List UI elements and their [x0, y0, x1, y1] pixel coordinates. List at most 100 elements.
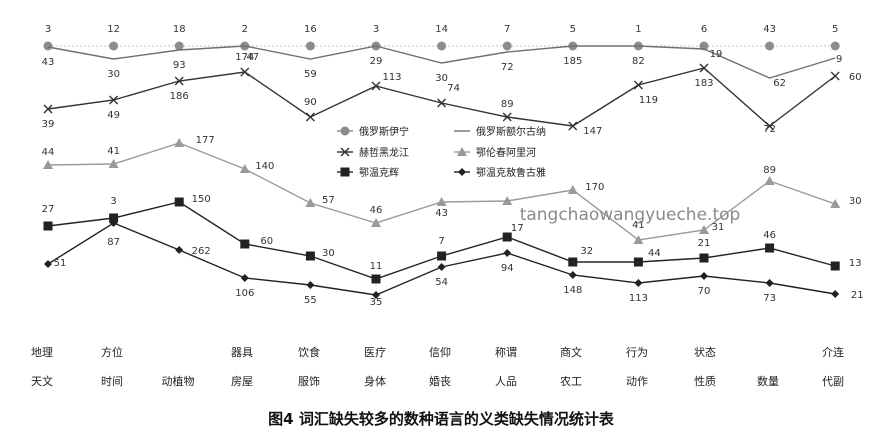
series-6	[44, 219, 840, 299]
data-label: 54	[435, 277, 448, 288]
data-label: 41	[632, 220, 645, 231]
data-label: 31	[712, 222, 725, 233]
data-point	[437, 98, 447, 108]
legend-marker	[340, 147, 350, 157]
category-label: 人品	[495, 375, 517, 388]
data-point	[306, 281, 315, 289]
category-label: 代副	[822, 375, 844, 388]
data-label: 94	[501, 263, 514, 274]
data-label: 148	[563, 285, 582, 296]
data-label: 262	[192, 246, 211, 257]
data-point	[174, 138, 185, 147]
data-label: 82	[632, 56, 645, 67]
series-3	[43, 63, 840, 131]
category-label: 时间	[101, 375, 123, 388]
data-label: 6	[701, 24, 707, 35]
data-label: 21	[851, 290, 864, 301]
data-label: 13	[849, 258, 862, 269]
data-label: 35	[370, 297, 383, 308]
legend-entry: 俄罗斯伊宁	[337, 125, 409, 138]
data-label: 119	[639, 95, 658, 106]
data-label: 55	[304, 295, 317, 306]
legend-label: 鄂温克辉	[359, 167, 399, 179]
data-point	[830, 199, 841, 208]
data-label: 9	[836, 54, 842, 65]
data-point	[43, 41, 53, 51]
data-label: 43	[42, 57, 55, 68]
data-label: 90	[304, 97, 317, 108]
series-layer	[43, 41, 841, 299]
data-point	[109, 41, 119, 51]
data-label: 44	[42, 147, 55, 158]
category-label: 动植物	[162, 374, 195, 388]
data-label: 170	[585, 182, 604, 193]
data-point	[174, 197, 184, 207]
data-label: 19	[710, 49, 723, 60]
data-label: 11	[370, 261, 383, 272]
legend-marker	[458, 168, 466, 176]
data-point	[108, 159, 119, 168]
data-point	[305, 198, 316, 207]
data-point	[765, 279, 774, 287]
data-label: 113	[629, 293, 648, 304]
data-point	[436, 197, 447, 206]
data-label: 30	[849, 196, 862, 207]
data-point	[44, 260, 52, 268]
legend-entry: 鄂伦春阿里河	[454, 146, 536, 159]
legend-entry: 鄂温克辉	[337, 167, 399, 179]
data-label: 73	[763, 293, 776, 304]
data-label: 89	[501, 99, 514, 110]
data-point	[634, 279, 643, 287]
data-label: 57	[322, 195, 335, 206]
data-label: 70	[698, 286, 711, 297]
data-label: 59	[304, 69, 317, 80]
series-5	[43, 197, 840, 284]
data-label: 87	[107, 237, 120, 248]
data-label: 17	[511, 223, 524, 234]
data-label: 41	[107, 146, 120, 157]
legend-marker	[340, 126, 350, 136]
data-label: 72	[763, 124, 776, 135]
category-label: 数量	[757, 375, 779, 388]
category-label: 商文	[560, 345, 582, 359]
data-label: 29	[370, 56, 383, 67]
data-label: 30	[435, 73, 448, 84]
data-point	[174, 41, 184, 51]
data-point	[699, 63, 709, 73]
data-label: 27	[42, 204, 55, 215]
data-point	[372, 291, 380, 299]
data-point	[831, 290, 840, 298]
category-label: 信仰	[429, 345, 451, 359]
category-label: 动作	[626, 375, 648, 388]
data-point	[174, 76, 184, 86]
legend-marker	[340, 167, 350, 177]
series-line-2	[47, 45, 836, 79]
legend-entry: 赫哲黑龙江	[337, 146, 409, 159]
category-label: 婚丧	[429, 374, 451, 388]
data-label: 60	[849, 72, 862, 83]
data-point	[568, 121, 578, 131]
category-label: 称谓	[495, 345, 517, 359]
data-label: 32	[580, 246, 593, 257]
category-label: 性质	[694, 374, 716, 388]
data-point	[109, 219, 118, 227]
data-label: 14	[435, 24, 448, 35]
category-label: 医疗	[364, 345, 386, 359]
data-point	[830, 261, 840, 271]
data-point	[700, 272, 708, 280]
legend-entry: 俄罗斯额尔古纳	[454, 125, 546, 138]
data-label: 46	[370, 205, 383, 216]
series-4	[43, 138, 841, 244]
data-label: 147	[583, 126, 602, 137]
data-point	[437, 263, 446, 271]
data-label: 43	[763, 24, 776, 35]
legend-marker	[457, 147, 467, 156]
data-point	[699, 253, 709, 263]
data-point	[502, 232, 512, 242]
data-label: 72	[501, 62, 514, 73]
data-point	[175, 246, 184, 254]
data-point	[568, 257, 578, 267]
data-point	[830, 71, 840, 81]
data-label: 44	[648, 248, 661, 259]
